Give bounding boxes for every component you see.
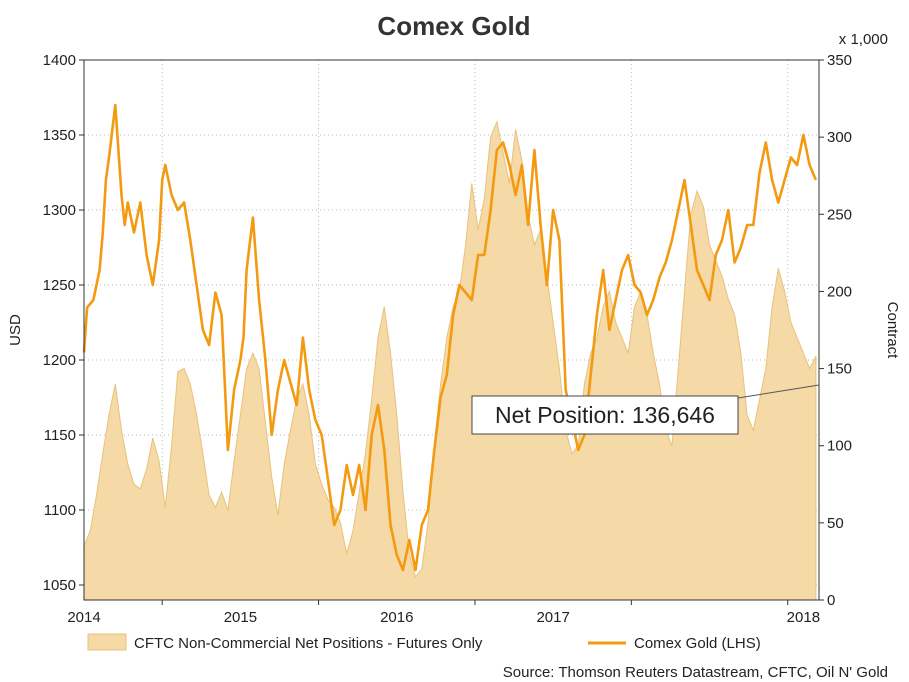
- right-tick-label-3: 150: [827, 361, 852, 378]
- x-tick-label-1: 2015: [224, 609, 257, 626]
- legend-label-net-positions: CFTC Non-Commercial Net Positions - Futu…: [134, 635, 483, 652]
- right-tick-label-1: 50: [827, 515, 844, 532]
- gold-price-line-layer: [82, 103, 818, 572]
- right-tick-label-5: 250: [827, 206, 852, 223]
- right-tick-label-4: 200: [827, 283, 852, 300]
- source-note: Source: Thomson Reuters Datastream, CFTC…: [503, 664, 888, 681]
- plot-frame: [83, 59, 820, 601]
- left-tick-label-7: 1400: [43, 52, 76, 69]
- left-tick-label-1: 1100: [44, 502, 76, 519]
- left-tick-label-2: 1150: [44, 427, 76, 444]
- left-tick-label-5: 1300: [43, 202, 76, 219]
- net-positions-area: [83, 119, 817, 601]
- chart-title: Comex Gold: [377, 11, 530, 41]
- left-axis-ticks: 1050 1100 1150 1200 1250 1300 1350 1400: [43, 52, 84, 594]
- left-tick-label-4: 1250: [43, 277, 76, 294]
- legend-label-gold: Comex Gold (LHS): [634, 635, 761, 652]
- left-tick-label-6: 1350: [43, 127, 76, 144]
- right-tick-label-0: 0: [827, 592, 835, 609]
- x-tick-label-4: 2018: [787, 609, 820, 626]
- x-tick-label-3: 2017: [536, 609, 569, 626]
- legend-swatch-net-positions: [87, 633, 127, 651]
- x-axis-ticks: 2014 2015 2016 2017 2018: [67, 600, 820, 626]
- right-axis-unit: x 1,000: [839, 31, 888, 48]
- net-positions-area-layer: [83, 119, 817, 601]
- left-axis-label: USD: [7, 314, 24, 346]
- x-tick-label-2: 2016: [380, 609, 413, 626]
- gold-price-line: [82, 103, 818, 572]
- right-axis-ticks: 0 50 100 150 200 250 300 350: [819, 52, 852, 609]
- legend: CFTC Non-Commercial Net Positions - Futu…: [87, 633, 761, 652]
- right-tick-label-7: 350: [827, 52, 852, 69]
- net-position-callout: Net Position: 136,646: [495, 402, 715, 428]
- left-tick-label-3: 1200: [43, 352, 76, 369]
- right-tick-label-2: 100: [827, 438, 852, 455]
- x-tick-label-0: 2014: [67, 609, 100, 626]
- callout-leader-line: [737, 384, 820, 399]
- right-tick-label-6: 300: [827, 129, 852, 146]
- right-axis-label: Contract: [884, 302, 901, 360]
- callout-box: [471, 395, 739, 435]
- left-tick-label-0: 1050: [43, 577, 76, 594]
